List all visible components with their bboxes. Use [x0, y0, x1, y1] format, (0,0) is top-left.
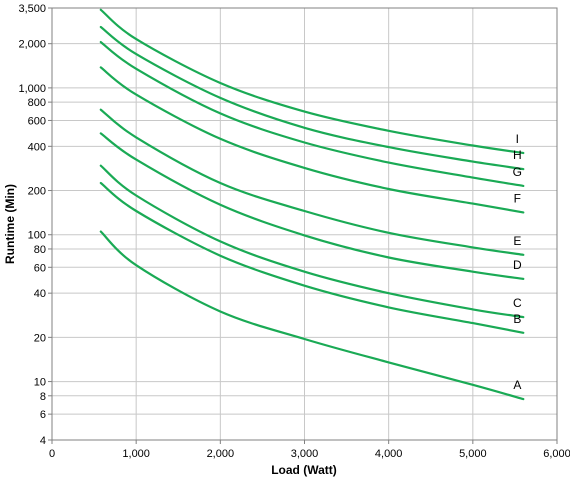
curve-label-g: G — [513, 165, 522, 179]
x-axis-ticks: 0 1,000 2,000 3,000 4,000 5,000 6,000 — [49, 448, 570, 460]
y-tick-label: 400 — [28, 141, 46, 153]
y-tick-label: 8 — [40, 391, 46, 403]
curve-label-e: E — [513, 234, 521, 248]
x-tick-label: 0 — [49, 448, 55, 460]
y-tick-label: 40 — [34, 288, 46, 300]
curve-label-a: A — [513, 378, 521, 392]
curve-label-i: I — [516, 132, 519, 146]
curve-label-f: F — [514, 191, 521, 205]
y-tick-label: 4 — [40, 435, 46, 447]
curves-group — [99, 8, 525, 401]
curve-label-h: H — [513, 148, 522, 162]
x-tick-label: 3,000 — [291, 448, 319, 460]
y-tick-label: 800 — [28, 97, 46, 109]
curve-label-d: D — [513, 258, 522, 272]
y-tick-label: 2,000 — [18, 39, 46, 51]
y-tick-label: 60 — [34, 262, 46, 274]
curve-c — [99, 164, 525, 319]
x-tick-label: 6,000 — [543, 448, 570, 460]
y-tick-label: 10 — [34, 377, 46, 389]
y-tick-label: 1,000 — [18, 83, 46, 95]
y-axis-label: Runtime (Min) — [3, 184, 17, 264]
curve-h — [99, 25, 525, 171]
x-tick-label: 1,000 — [122, 448, 150, 460]
curve-e — [99, 108, 525, 256]
y-tick-label: 200 — [28, 186, 46, 198]
y-tick-label: 600 — [28, 115, 46, 127]
x-axis-label: Load (Watt) — [271, 463, 337, 477]
curve-label-c: C — [513, 296, 522, 310]
x-tick-label: 2,000 — [207, 448, 235, 460]
y-tick-label: 100 — [28, 230, 46, 242]
y-tick-label: 80 — [34, 244, 46, 256]
curve-label-b: B — [513, 312, 521, 326]
y-axis-ticks: 4 6 8 10 20 40 60 80 100 200 400 600 800 1,000 2,000 3,… — [18, 3, 46, 447]
x-tick-label: 4,000 — [375, 448, 403, 460]
plot-border — [51, 7, 558, 441]
x-tick-label: 5,000 — [459, 448, 487, 460]
y-tick-label: 6 — [40, 409, 46, 421]
curve-d — [99, 132, 525, 280]
y-tick-label: 20 — [34, 332, 46, 344]
curve-b — [99, 181, 525, 334]
curve-i — [99, 8, 525, 155]
curve-f — [99, 66, 525, 214]
curve-g — [99, 41, 525, 187]
y-tick-label: 3,500 — [18, 3, 46, 15]
curve-a — [99, 230, 525, 401]
